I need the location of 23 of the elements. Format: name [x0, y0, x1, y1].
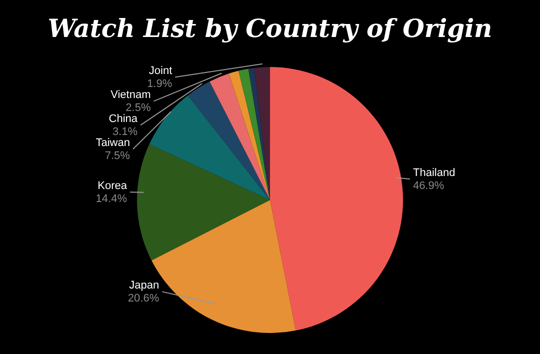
slice-label: Korea: [98, 180, 128, 192]
pie-slice: [270, 67, 403, 330]
data-label: 2.5%: [126, 102, 151, 114]
chart-title: Watch List by Country of Origin: [48, 14, 492, 43]
data-label: 3.1%: [112, 126, 138, 138]
data-label: 7.5%: [104, 150, 130, 162]
slice-label: Taiwan: [96, 137, 130, 150]
slice-label: China: [108, 113, 138, 126]
slice-label: Vietnam: [110, 89, 151, 102]
data-label: 14.4%: [96, 193, 128, 206]
pie-slice: [254, 67, 270, 200]
pie-slice: [210, 74, 270, 200]
slice-label: Japan: [129, 280, 160, 292]
pie-slice: [137, 144, 270, 260]
data-label: 1.9%: [147, 78, 172, 90]
pie-slice: [149, 95, 270, 200]
pie-slice: [238, 68, 270, 200]
data-label: 20.6%: [128, 292, 160, 305]
pie-slice: [248, 68, 270, 200]
slice-label: Thailand: [413, 167, 456, 180]
slice-label: Joint: [148, 65, 172, 78]
data-label: 46.9%: [413, 180, 444, 192]
pie-slice: [188, 81, 270, 200]
